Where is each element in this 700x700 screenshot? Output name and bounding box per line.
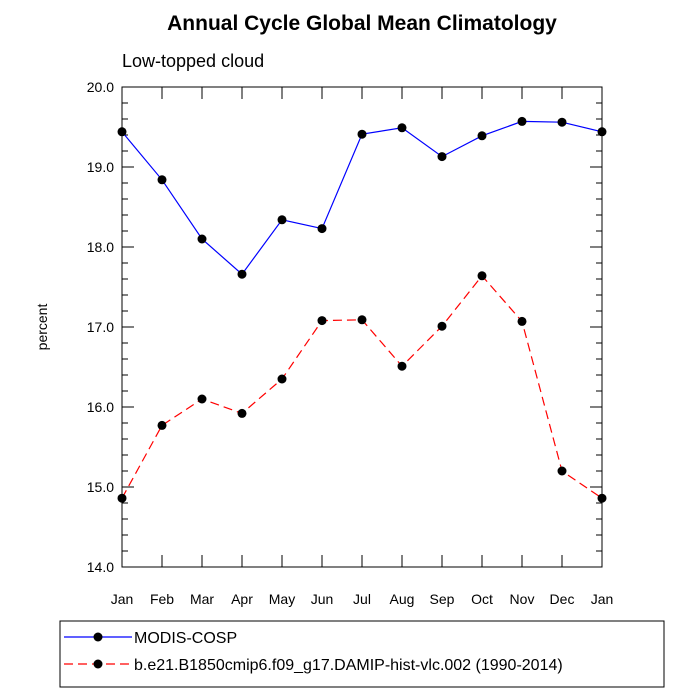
legend-marker [93,659,103,669]
x-tick-label: Jun [311,591,334,607]
x-tick-label: Dec [550,591,575,607]
y-tick-labels: 14.0 15.0 16.0 17.0 18.0 19.0 20.0 [87,79,114,575]
legend-box [59,620,665,688]
minor-ticks [122,102,602,552]
y-tick-label: 16.0 [87,399,114,415]
data-point [277,215,287,225]
series-group [117,116,607,503]
y-tick-label: 17.0 [87,319,114,335]
x-tick-label: Nov [510,591,535,607]
y-tick-label: 14.0 [87,559,114,575]
data-point [557,117,567,127]
data-point [437,152,447,162]
x-tick-label: Sep [430,591,455,607]
x-tick-label: Jul [353,591,371,607]
data-point [517,316,527,326]
data-point [277,374,287,384]
data-point [397,361,407,371]
data-point [237,408,247,418]
data-point [357,315,367,325]
series-line [121,120,603,276]
chart-title: Annual Cycle Global Mean Climatology [167,12,557,35]
data-point [477,131,487,141]
data-point [157,420,167,430]
legend: MODIS-COSP b.e21.B1850cmip6.f09_g17.DAMIP… [59,620,665,688]
series-2 [117,271,607,503]
data-point [317,224,327,234]
y-tick-label: 18.0 [87,239,114,255]
x-tick-label: Oct [471,591,493,607]
data-point [197,234,207,244]
data-point [477,271,487,281]
data-point [557,466,567,476]
x-tick-labels: Jan Feb Mar Apr May Jun Jul Aug Sep Oct Nov Dec Jan [111,591,614,607]
legend-marker [93,632,103,642]
x-tick-label: Apr [231,591,253,607]
series-line [121,274,603,499]
plot-frame [121,86,603,568]
data-point [437,321,447,331]
data-point [397,123,407,133]
legend-label: MODIS-COSP [134,630,237,647]
legend-entries: MODIS-COSP b.e21.B1850cmip6.f09_g17.DAMIP… [64,630,563,674]
x-tick-label: Mar [190,591,214,607]
y-tick-label: 19.0 [87,159,114,175]
data-point [237,269,247,279]
data-point [317,316,327,326]
x-tick-label: Jan [591,591,614,607]
data-point [197,394,207,404]
major-ticks [121,86,603,568]
data-point [157,175,167,185]
data-point [357,129,367,139]
x-tick-label: May [269,591,295,607]
x-tick-label: Aug [390,591,415,607]
x-tick-label: Jan [111,591,134,607]
legend-label: b.e21.B1850cmip6.f09_g17.DAMIP-hist-vlc.… [134,657,563,674]
x-tick-label: Feb [150,591,174,607]
legend-entry-2: b.e21.B1850cmip6.f09_g17.DAMIP-hist-vlc.… [64,657,563,674]
y-axis-label: percent [34,304,50,351]
chart-subtitle: Low-topped cloud [122,51,264,71]
y-tick-label: 20.0 [87,79,114,95]
data-point [517,116,527,126]
series-1 [117,116,607,279]
legend-entry-1: MODIS-COSP [64,630,237,647]
y-tick-label: 15.0 [87,479,114,495]
